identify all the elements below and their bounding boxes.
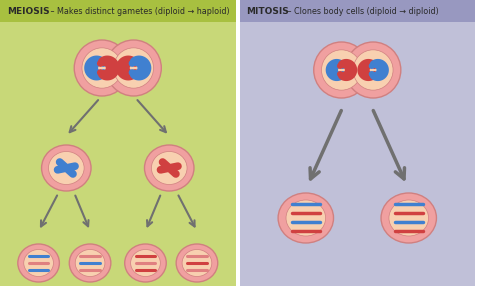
Ellipse shape bbox=[381, 193, 436, 243]
FancyBboxPatch shape bbox=[240, 0, 475, 22]
Ellipse shape bbox=[18, 244, 60, 282]
Ellipse shape bbox=[125, 244, 166, 282]
Ellipse shape bbox=[286, 200, 325, 236]
Circle shape bbox=[82, 48, 122, 88]
Ellipse shape bbox=[389, 200, 429, 236]
Ellipse shape bbox=[144, 145, 194, 191]
Circle shape bbox=[346, 42, 401, 98]
Circle shape bbox=[74, 40, 130, 96]
Ellipse shape bbox=[24, 249, 53, 277]
Text: MITOSIS: MITOSIS bbox=[246, 7, 289, 15]
Ellipse shape bbox=[48, 152, 84, 184]
FancyBboxPatch shape bbox=[0, 0, 236, 22]
Ellipse shape bbox=[151, 152, 187, 184]
Ellipse shape bbox=[176, 244, 218, 282]
Ellipse shape bbox=[69, 244, 111, 282]
Text: MEIOSIS: MEIOSIS bbox=[7, 7, 49, 15]
Circle shape bbox=[353, 50, 393, 90]
FancyBboxPatch shape bbox=[0, 0, 236, 286]
Circle shape bbox=[314, 42, 369, 98]
Ellipse shape bbox=[42, 145, 91, 191]
Ellipse shape bbox=[131, 249, 160, 277]
Ellipse shape bbox=[278, 193, 334, 243]
Text: – Makes distinct gametes (diploid → haploid): – Makes distinct gametes (diploid → hapl… bbox=[48, 7, 229, 15]
Circle shape bbox=[106, 40, 161, 96]
Ellipse shape bbox=[75, 249, 105, 277]
Circle shape bbox=[322, 50, 361, 90]
Circle shape bbox=[114, 48, 154, 88]
Text: – Clones body cells (diploid → diploid): – Clones body cells (diploid → diploid) bbox=[285, 7, 439, 15]
Ellipse shape bbox=[182, 249, 212, 277]
FancyBboxPatch shape bbox=[240, 0, 475, 286]
